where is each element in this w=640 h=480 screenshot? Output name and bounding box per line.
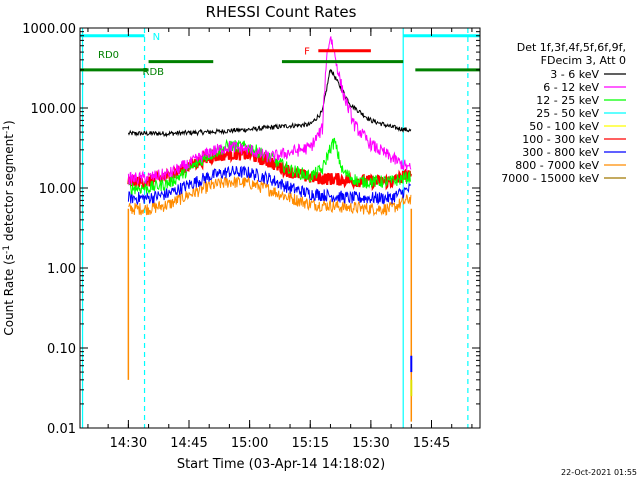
flag-label-n: N	[153, 32, 160, 43]
legend-label-6: 300 - 800 keV	[522, 146, 599, 159]
chart-title: RHESSI Count Rates	[206, 3, 357, 21]
flag-label-f: F	[304, 47, 310, 58]
y-tick-label-4: 100.00	[31, 102, 77, 117]
legend-label-1: 6 - 12 keV	[543, 81, 599, 94]
flag-label-rdb: RDB	[143, 67, 165, 78]
y-tick-label-3: 10.00	[39, 182, 76, 197]
series-line-7	[128, 175, 412, 217]
legend-label-8: 7000 - 15000 keV	[501, 172, 599, 185]
x-tick-label-1: 14:45	[170, 436, 207, 451]
x-tick-label-2: 15:00	[231, 436, 268, 451]
legend-label-2: 12 - 25 keV	[536, 94, 599, 107]
legend: Det 1f,3f,4f,5f,6f,9f, FDecim 3, Att 0 3…	[501, 41, 626, 185]
y-axis-label-sup1: -1	[2, 245, 12, 254]
y-tick-label-1: 0.10	[47, 342, 76, 357]
y-axis-label: Count Rate (s-1 detector segment-1)	[2, 120, 16, 335]
plot-frame	[79, 27, 481, 429]
legend-header-line1: Det 1f,3f,4f,5f,6f,9f,	[517, 41, 626, 54]
y-tick-label-5: 1000.00	[22, 22, 76, 37]
y-tick-label-0: 0.01	[47, 422, 76, 437]
x-tick-label-4: 15:30	[352, 436, 389, 451]
footer-date: 22-Oct-2021 01:55	[561, 468, 637, 477]
x-tick-label-0: 14:30	[110, 436, 147, 451]
legend-label-3: 25 - 50 keV	[536, 107, 599, 120]
series-line-6	[127, 165, 412, 206]
y-axis-label-part3: )	[2, 120, 16, 125]
legend-label-0: 3 - 6 keV	[550, 68, 599, 81]
x-tick-label-5: 15:45	[413, 436, 450, 451]
series-line-0	[127, 68, 412, 138]
plot-area: N RD0 RDB F	[80, 28, 480, 428]
axes: 0.01 0.10 1.00 10.00 100.00 1000.00 14:30 14:45…	[22, 22, 480, 451]
legend-label-5: 100 - 300 keV	[522, 133, 599, 146]
y-axis-label-part1: Count Rate (s	[2, 254, 16, 336]
legend-label-7: 800 - 7000 keV	[515, 159, 599, 172]
legend-header-line2: FDecim 3, Att 0	[541, 54, 626, 67]
y-tick-label-2: 1.00	[47, 262, 76, 277]
series-line-1	[127, 36, 412, 186]
y-axis-label-part2: detector segment	[2, 134, 16, 245]
series-line-2	[127, 137, 411, 195]
legend-label-4: 50 - 100 keV	[529, 120, 599, 133]
x-tick-label-3: 15:15	[292, 436, 329, 451]
flag-label-rd0: RD0	[98, 50, 119, 61]
y-axis-label-sup2: -1	[2, 125, 12, 134]
x-axis-label: Start Time (03-Apr-14 14:18:02)	[177, 457, 385, 472]
